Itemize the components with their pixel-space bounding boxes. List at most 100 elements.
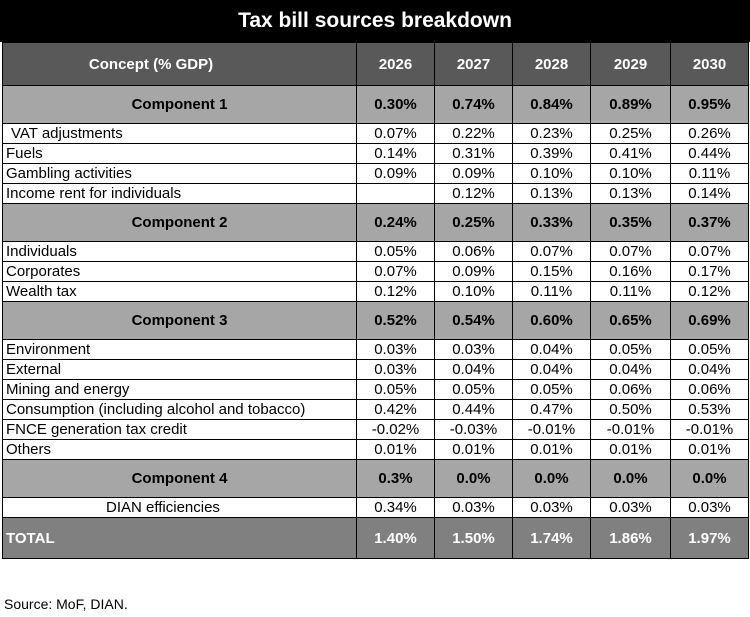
cell-value: 0.14% <box>356 143 435 164</box>
row-label: Component 3 <box>2 301 357 340</box>
cell-value: 0.74% <box>434 85 513 124</box>
cell-value: 0.06% <box>670 379 749 400</box>
cell-value: 0.07% <box>590 241 671 262</box>
cell-value: 0.06% <box>590 379 671 400</box>
cell-value: 0.03% <box>356 339 435 360</box>
cell-value: 0.50% <box>590 399 671 420</box>
cell-value: 0.0% <box>670 459 749 498</box>
cell-value: -0.01% <box>590 419 671 440</box>
cell-value: 0.10% <box>512 163 591 184</box>
cell-value: 0.26% <box>670 123 749 144</box>
cell-value: 0.12% <box>356 281 435 302</box>
cell-value: 0.09% <box>434 163 513 184</box>
cell-value: 0.34% <box>356 497 435 518</box>
cell-value: 0.3% <box>356 459 435 498</box>
component-row: Component 4 0.3% 0.0% 0.0% 0.0% 0.0% <box>2 459 749 498</box>
cell-value: 0.25% <box>590 123 671 144</box>
cell-value: 0.03% <box>434 339 513 360</box>
cell-value: 0.13% <box>512 183 591 204</box>
cell-value: 0.0% <box>512 459 591 498</box>
table-row: FNCE generation tax credit -0.02% -0.03% -0… <box>2 419 749 440</box>
table-row: Wealth tax 0.12% 0.10% 0.11% 0.11% 0.12% <box>2 281 749 302</box>
cell-value: 0.04% <box>512 359 591 380</box>
cell-value: 0.04% <box>670 359 749 380</box>
cell-value: 0.11% <box>512 281 591 302</box>
table-row: Consumption (including alcohol and tobac… <box>2 399 749 420</box>
cell-value: 0.12% <box>434 183 513 204</box>
table-title: Tax bill sources breakdown <box>0 0 750 42</box>
cell-value: 0.09% <box>434 261 513 282</box>
row-label: Component 4 <box>2 459 357 498</box>
table-row: Environment 0.03% 0.03% 0.04% 0.05% 0.05% <box>2 339 749 360</box>
cell-value: 0.60% <box>512 301 591 340</box>
cell-value: 0.06% <box>434 241 513 262</box>
cell-value: 0.03% <box>590 497 671 518</box>
cell-value: 0.07% <box>670 241 749 262</box>
cell-value: 0.53% <box>670 399 749 420</box>
row-label: Individuals <box>2 241 357 262</box>
row-label: Gambling activities <box>2 163 357 184</box>
cell-value <box>356 183 435 204</box>
cell-value: 0.05% <box>590 339 671 360</box>
cell-value: 0.95% <box>670 85 749 124</box>
cell-value: 0.10% <box>590 163 671 184</box>
table-row: Individuals 0.05% 0.06% 0.07% 0.07% 0.07% <box>2 241 749 262</box>
cell-value: 0.47% <box>512 399 591 420</box>
cell-value: 0.25% <box>434 203 513 242</box>
cell-value: 0.39% <box>512 143 591 164</box>
cell-value: 0.09% <box>356 163 435 184</box>
row-label: VAT adjustments <box>2 123 357 144</box>
header-year: 2028 <box>512 42 591 86</box>
cell-value: 0.07% <box>512 241 591 262</box>
table-row: External 0.03% 0.04% 0.04% 0.04% 0.04% <box>2 359 749 380</box>
cell-value: 0.44% <box>434 399 513 420</box>
cell-value: -0.01% <box>670 419 749 440</box>
cell-value: -0.02% <box>356 419 435 440</box>
table-row: Gambling activities 0.09% 0.09% 0.10% 0.10% 0… <box>2 163 749 184</box>
cell-value: 0.37% <box>670 203 749 242</box>
cell-value: 0.04% <box>590 359 671 380</box>
table-body: Component 1 0.30% 0.74% 0.84% 0.89% 0.95% VAT … <box>2 85 749 559</box>
cell-value: 0.03% <box>434 497 513 518</box>
cell-value: 1.50% <box>434 517 513 559</box>
cell-value: 0.33% <box>512 203 591 242</box>
cell-value: 0.04% <box>512 339 591 360</box>
cell-value: 0.01% <box>356 439 435 460</box>
header-year: 2029 <box>590 42 671 86</box>
cell-value: 0.12% <box>670 281 749 302</box>
component-row: Component 3 0.52% 0.54% 0.60% 0.65% 0.69% <box>2 301 749 340</box>
source-note: Source: MoF, DIAN. <box>4 596 128 612</box>
cell-value: 0.16% <box>590 261 671 282</box>
cell-value: 0.54% <box>434 301 513 340</box>
cell-value: 0.13% <box>590 183 671 204</box>
row-label: Mining and energy <box>2 379 357 400</box>
cell-value: 0.30% <box>356 85 435 124</box>
row-label: Component 2 <box>2 203 357 242</box>
row-label: DIAN efficiencies <box>2 497 357 518</box>
component-row: Component 2 0.24% 0.25% 0.33% 0.35% 0.37% <box>2 203 749 242</box>
cell-value: 0.05% <box>356 241 435 262</box>
cell-value: 0.17% <box>670 261 749 282</box>
cell-value: 0.14% <box>670 183 749 204</box>
cell-value: 0.69% <box>670 301 749 340</box>
cell-value: 0.05% <box>356 379 435 400</box>
component-row: Component 1 0.30% 0.74% 0.84% 0.89% 0.95% <box>2 85 749 124</box>
cell-value: 0.44% <box>670 143 749 164</box>
table-row: Mining and energy 0.05% 0.05% 0.05% 0.06% 0.0… <box>2 379 749 400</box>
cell-value: 0.07% <box>356 261 435 282</box>
table-row: DIAN efficiencies 0.34% 0.03% 0.03% 0.03% 0.0… <box>2 497 749 518</box>
header-row: Concept (% GDP) 2026 2027 2028 2029 2030 <box>2 42 749 86</box>
row-label: Consumption (including alcohol and tobac… <box>2 399 357 420</box>
cell-value: 0.01% <box>670 439 749 460</box>
row-label: TOTAL <box>2 517 357 559</box>
cell-value: 0.89% <box>590 85 671 124</box>
cell-value: 0.04% <box>434 359 513 380</box>
cell-value: 0.01% <box>512 439 591 460</box>
cell-value: 1.40% <box>356 517 435 559</box>
table-row: Corporates 0.07% 0.09% 0.15% 0.16% 0.17% <box>2 261 749 282</box>
cell-value: 0.05% <box>512 379 591 400</box>
header-year: 2026 <box>356 42 435 86</box>
cell-value: 0.24% <box>356 203 435 242</box>
cell-value: 0.03% <box>356 359 435 380</box>
cell-value: 0.01% <box>434 439 513 460</box>
